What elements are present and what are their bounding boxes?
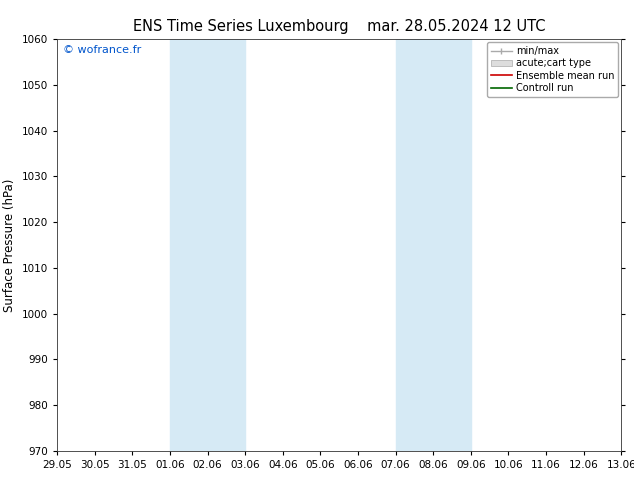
Legend: min/max, acute;cart type, Ensemble mean run, Controll run: min/max, acute;cart type, Ensemble mean … xyxy=(487,42,618,97)
Text: © wofrance.fr: © wofrance.fr xyxy=(63,46,141,55)
Bar xyxy=(396,39,471,451)
Title: ENS Time Series Luxembourg    mar. 28.05.2024 12 UTC: ENS Time Series Luxembourg mar. 28.05.20… xyxy=(133,19,545,34)
Bar xyxy=(170,39,245,451)
Y-axis label: Surface Pressure (hPa): Surface Pressure (hPa) xyxy=(3,178,16,312)
